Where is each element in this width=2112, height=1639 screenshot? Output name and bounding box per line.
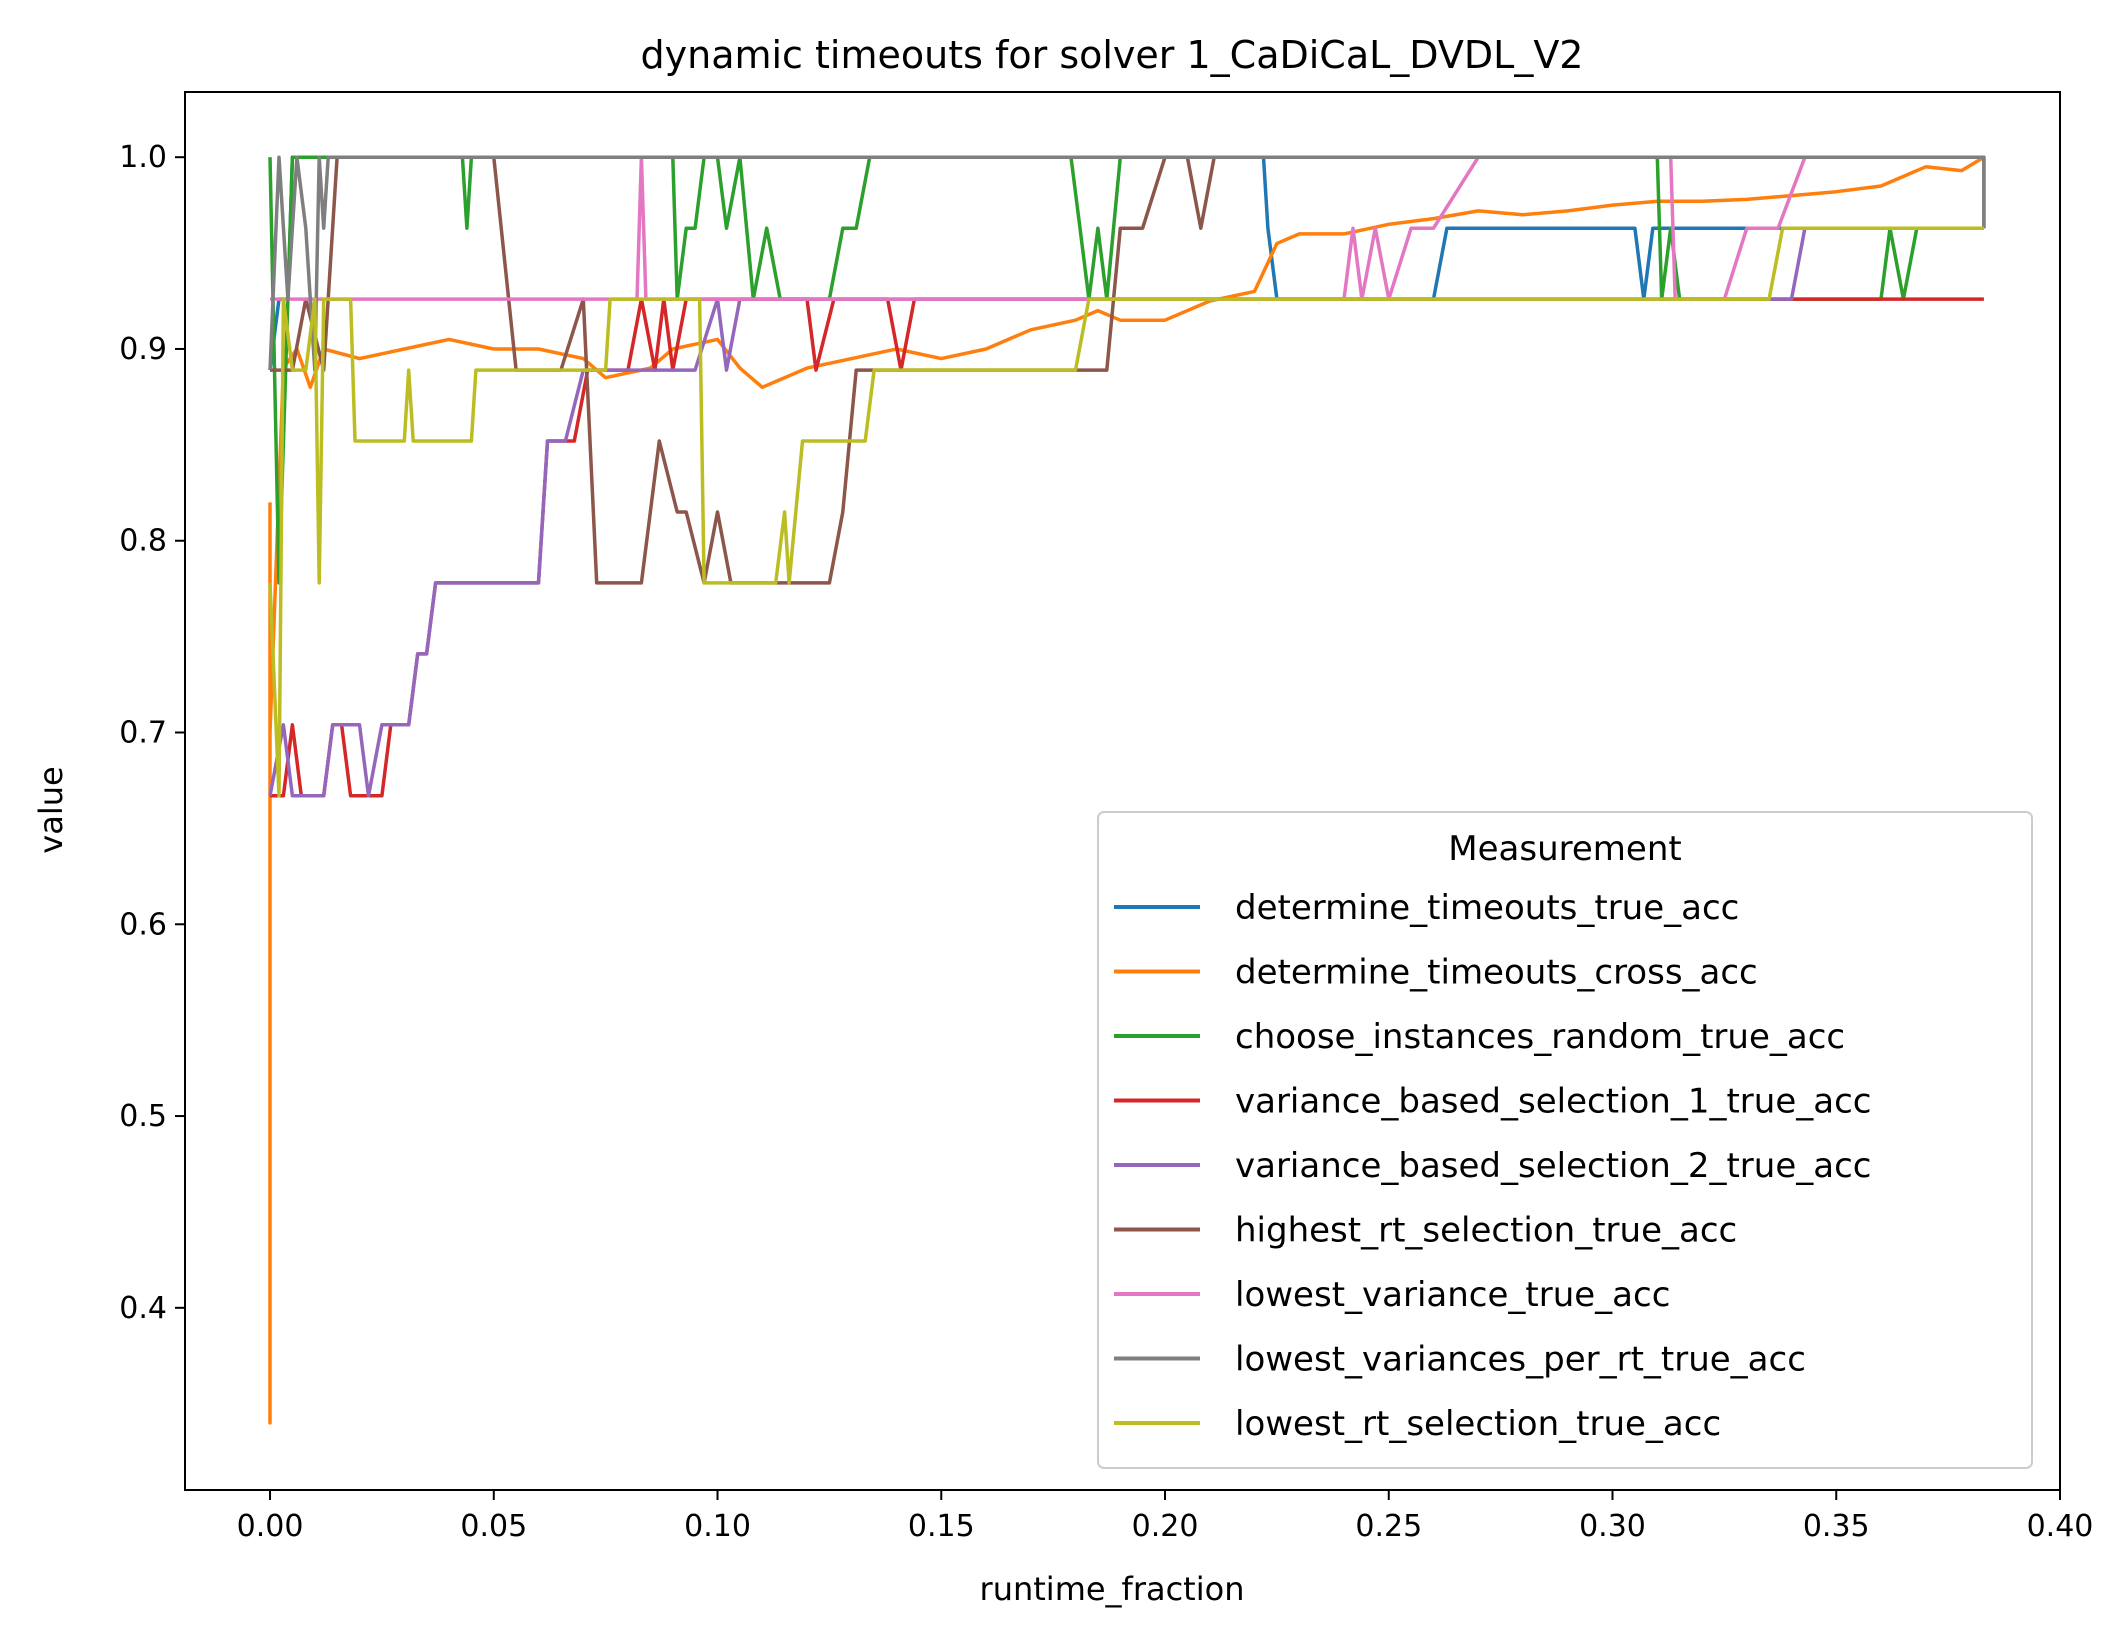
legend-label: choose_instances_random_true_acc: [1235, 1017, 1845, 1057]
legend-label: variance_based_selection_1_true_acc: [1235, 1082, 1871, 1122]
x-axis-label: runtime_fraction: [980, 1570, 1245, 1608]
y-tick-label: 0.8: [119, 524, 167, 559]
x-tick-label: 0.40: [2027, 1509, 2094, 1544]
legend-label: lowest_rt_selection_true_acc: [1235, 1404, 1721, 1444]
x-tick-label: 0.15: [908, 1509, 975, 1544]
legend-label: highest_rt_selection_true_acc: [1235, 1211, 1737, 1251]
x-tick-label: 0.00: [237, 1509, 304, 1544]
series-layer: [268, 155, 1986, 1425]
legend-label: lowest_variance_true_acc: [1235, 1275, 1670, 1315]
y-tick-label: 0.5: [119, 1099, 167, 1134]
x-tick-label: 0.30: [1579, 1509, 1646, 1544]
x-tick-label: 0.25: [1355, 1509, 1422, 1544]
y-axis: 0.4 0.5 0.6 0.7 0.8 0.9 1.0: [119, 140, 185, 1326]
series-line-variance-based-selection-2-true-acc: [268, 226, 1984, 798]
y-tick-label: 0.4: [119, 1291, 167, 1326]
y-tick-label: 1.0: [119, 140, 167, 175]
x-tick-label: 0.10: [684, 1509, 751, 1544]
y-tick-label: 0.6: [119, 907, 167, 942]
chart-title: dynamic timeouts for solver 1_CaDiCaL_DV…: [641, 33, 1584, 77]
series-line-lowest-rt-selection-true-acc: [268, 226, 1984, 798]
series-line-lowest-variances-per-rt-true-acc: [268, 155, 1986, 372]
legend-items: determine_timeouts_true_acc determine_tim…: [1114, 888, 1871, 1444]
legend-label: variance_based_selection_2_true_acc: [1235, 1146, 1871, 1186]
y-tick-label: 0.7: [119, 716, 167, 751]
x-tick-label: 0.05: [460, 1509, 527, 1544]
x-tick-label: 0.20: [1132, 1509, 1199, 1544]
plot-frame: [184, 91, 2061, 1491]
y-axis-label: value: [32, 766, 70, 853]
legend: Measurement determine_timeouts_true_accd…: [1097, 811, 2033, 1469]
y-tick-label: 0.9: [119, 332, 167, 367]
legend-label: determine_timeouts_cross_acc: [1235, 953, 1758, 993]
legend-box: [1097, 811, 2033, 1469]
x-axis: 0.00 0.05 0.10 0.15 0.20 0.25 0.30 0.35 0.40: [237, 1490, 2094, 1544]
legend-label: lowest_variances_per_rt_true_acc: [1235, 1340, 1806, 1380]
legend-title: Measurement: [1448, 829, 1681, 869]
series-line-variance-based-selection-1-true-acc: [270, 297, 1984, 798]
x-tick-label: 0.35: [1803, 1509, 1870, 1544]
series-line-determine-timeouts-true-acc: [268, 155, 1984, 371]
legend-label: determine_timeouts_true_acc: [1235, 888, 1739, 928]
